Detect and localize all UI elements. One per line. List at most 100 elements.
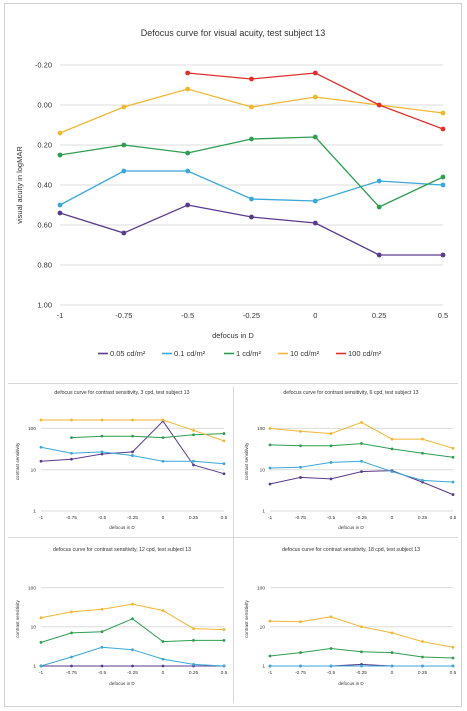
- data-point-1-cd-m: [222, 638, 226, 642]
- x-tick-label: -1: [57, 311, 64, 320]
- x-tick-label: -0.75: [295, 515, 306, 521]
- data-point-0-1-cd-m: [100, 450, 104, 454]
- y-axis-label: visual acuity in logMAR: [15, 146, 24, 224]
- x-tick-label: -0.75: [66, 515, 77, 521]
- data-point-10-cd-m: [299, 620, 302, 624]
- data-point-1-cd-m: [440, 174, 446, 180]
- data-point-100-cd-m: [376, 102, 382, 108]
- x-tick-label: 0.25: [418, 670, 428, 676]
- y-tick-label: 1.00: [37, 301, 52, 310]
- data-point-0-05-cd-m: [100, 452, 104, 456]
- y-axis-label: contrast sensitivity: [15, 442, 20, 480]
- data-point-0-1-cd-m: [451, 664, 455, 668]
- data-point-1-cd-m: [312, 134, 318, 140]
- data-point-0-1-cd-m: [360, 459, 363, 463]
- x-tick-label: 0.25: [418, 515, 428, 521]
- x-tick-label: 0: [162, 515, 165, 521]
- y-tick-label: 0.60: [37, 221, 52, 230]
- data-point-10-cd-m: [70, 610, 73, 614]
- x-tick-label: 0: [391, 515, 394, 521]
- data-point-10-cd-m: [39, 418, 43, 422]
- y-tick-label: 0.00: [37, 101, 52, 110]
- data-point-1-cd-m: [360, 650, 363, 654]
- data-point-0-1-cd-m: [100, 645, 104, 649]
- x-tick-label: 0.5: [221, 515, 228, 521]
- x-tick-label: -0.75: [115, 311, 132, 320]
- x-tick-label: 0.25: [372, 311, 387, 320]
- series-line-0-05-cd-m: [40, 420, 225, 475]
- data-point-0-05-cd-m: [360, 470, 363, 474]
- data-point-0-05-cd-m: [57, 210, 63, 216]
- data-point-10-cd-m: [299, 429, 302, 433]
- x-tick-label: 0: [313, 311, 317, 320]
- y-tick-label: 100: [28, 426, 36, 432]
- legend-label-100-cd-m: 100 cd/m²: [348, 349, 382, 358]
- data-point-1-cd-m: [376, 204, 382, 210]
- data-point-10-cd-m: [421, 640, 424, 643]
- data-point-1-cd-m: [70, 436, 73, 439]
- data-point-0-1-cd-m: [329, 461, 333, 464]
- x-tick-label: 0.5: [450, 515, 457, 521]
- x-tick-label: 0.25: [189, 670, 199, 676]
- chart-contrast-12cpd: defocus curve for contrast sensitivity, …: [15, 547, 228, 686]
- y-axis-label: contrast sensitivity: [244, 600, 249, 638]
- data-point-1-cd-m: [421, 451, 424, 455]
- data-point-0-1-cd-m: [329, 664, 333, 668]
- data-point-10-cd-m: [421, 437, 424, 441]
- series-line-0-05-cd-m: [269, 470, 454, 496]
- x-tick-label: -1: [268, 670, 273, 676]
- data-point-0-05-cd-m: [312, 220, 318, 226]
- data-point-10-cd-m: [451, 446, 455, 450]
- main-chart-visual-acuity: Defocus curve for visual acuity, test su…: [15, 28, 448, 358]
- x-tick-label: 0: [391, 670, 394, 676]
- panel-divider-vertical: [233, 387, 234, 703]
- series-line-100-cd-m: [187, 72, 444, 130]
- x-tick-label: 0.5: [221, 670, 228, 676]
- y-tick-label: 10: [260, 467, 266, 473]
- data-point-10-cd-m: [329, 432, 333, 435]
- data-point-0-1-cd-m: [192, 459, 195, 463]
- data-point-10-cd-m: [390, 437, 394, 441]
- chart-contrast-18cpd: defocus curve for contrast sensitivity, …: [244, 547, 457, 686]
- data-point-10-cd-m: [390, 631, 394, 635]
- x-tick-label: -0.5: [181, 311, 194, 320]
- data-point-0-1-cd-m: [376, 178, 382, 184]
- data-point-0-05-cd-m: [329, 477, 333, 481]
- data-point-10-cd-m: [249, 104, 254, 110]
- legend-label-0-05-cd-m: 0.05 cd/m²: [110, 349, 146, 358]
- series-line-10-cd-m: [59, 88, 444, 134]
- x-tick-label: -0.25: [356, 670, 367, 676]
- x-tick-label: 0.5: [438, 311, 448, 320]
- panel-divider-horizontal-top: [8, 383, 458, 384]
- data-point-0-1-cd-m: [192, 662, 195, 666]
- data-point-1-cd-m: [161, 640, 165, 643]
- x-axis-label: defocus in D: [338, 525, 364, 530]
- data-point-1-cd-m: [360, 442, 363, 445]
- x-tick-label: -0.75: [295, 670, 306, 676]
- data-point-1-cd-m: [185, 150, 191, 156]
- x-axis-label: defocus in D: [109, 525, 135, 530]
- data-point-0-05-cd-m: [100, 664, 104, 668]
- data-point-0-05-cd-m: [268, 482, 272, 486]
- data-point-1-cd-m: [329, 647, 333, 650]
- data-point-1-cd-m: [100, 630, 104, 634]
- data-point-1-cd-m: [121, 142, 127, 148]
- data-point-10-cd-m: [39, 616, 43, 620]
- data-point-1-cd-m: [268, 443, 272, 447]
- data-point-0-1-cd-m: [421, 479, 424, 482]
- data-point-1-cd-m: [268, 654, 272, 658]
- x-axis-label: defocus in D: [212, 331, 254, 340]
- data-point-10-cd-m: [131, 418, 134, 422]
- x-tick-label: -0.5: [98, 515, 107, 521]
- series-line-10-cd-m: [41, 419, 225, 442]
- data-point-1-cd-m: [131, 617, 134, 621]
- data-point-1-cd-m: [57, 152, 63, 158]
- data-point-10-cd-m: [222, 628, 226, 631]
- data-point-0-1-cd-m: [390, 470, 394, 474]
- x-tick-label: -0.5: [98, 670, 107, 676]
- series-line-0-05-cd-m: [59, 204, 443, 256]
- y-tick-label: 1: [33, 664, 36, 670]
- series-line-1-cd-m: [59, 136, 444, 208]
- data-point-0-1-cd-m: [312, 198, 318, 204]
- x-tick-label: 0: [162, 670, 165, 676]
